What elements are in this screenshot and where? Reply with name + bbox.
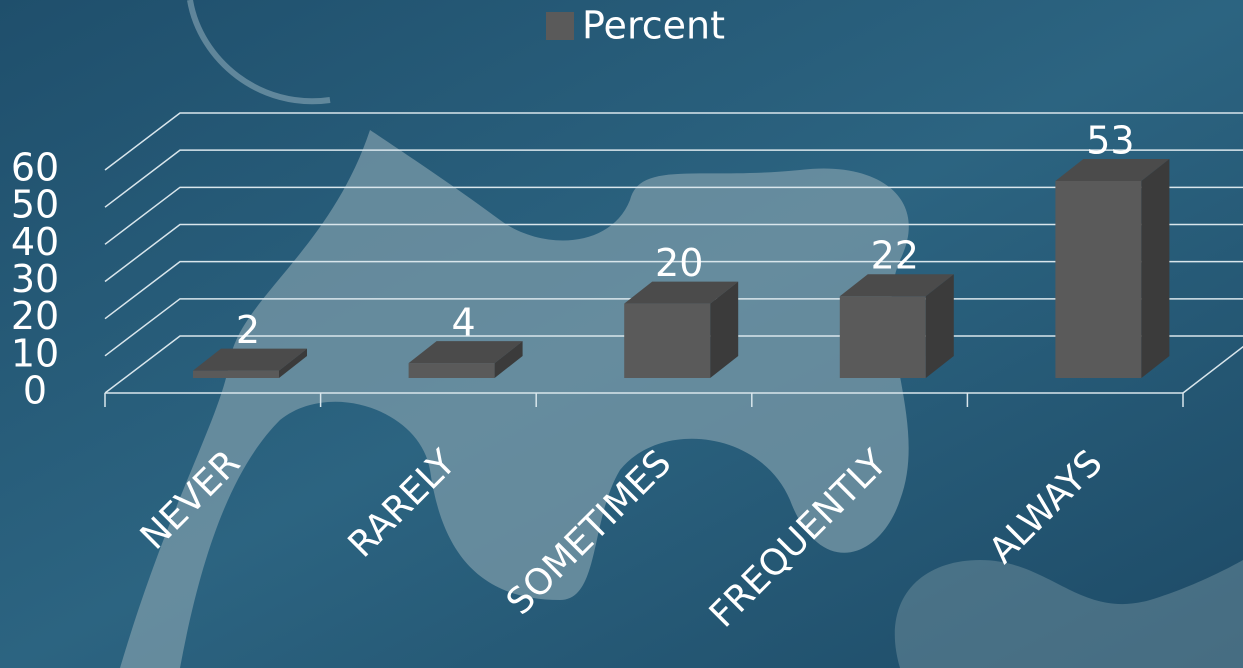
bar-top (839, 274, 954, 297)
data-label: 20 (655, 241, 703, 285)
floor-edge (1182, 345, 1243, 394)
bar-front (408, 363, 495, 378)
data-label: 53 (1086, 119, 1134, 163)
bar-front (624, 303, 711, 378)
bar-side (1141, 159, 1170, 378)
legend-swatch (546, 12, 574, 40)
bar-top (408, 341, 523, 364)
grid-line (104, 223, 1243, 283)
bar-top (193, 348, 307, 371)
y-tick-label: 20 (11, 294, 59, 338)
y-tick-label: 10 (11, 331, 59, 375)
grid-line (104, 149, 1243, 208)
puzzle-piece (894, 560, 1243, 668)
bar-top (624, 281, 739, 304)
data-label: 22 (871, 234, 919, 278)
data-label: 2 (236, 308, 260, 352)
puzzle-edge (187, 0, 331, 105)
bar-side (925, 274, 954, 378)
bar-front (193, 370, 279, 378)
y-tick-label: 30 (11, 257, 59, 301)
grid-line (104, 260, 1243, 320)
grid-line (104, 112, 1243, 171)
y-tick-label: 0 (23, 369, 47, 413)
puzzle-piece (120, 130, 909, 668)
bar-front (839, 296, 926, 378)
bar-side (494, 341, 523, 378)
bar-side (710, 281, 739, 378)
y-tick-label: 50 (11, 183, 59, 227)
bar-side (279, 348, 307, 378)
y-tick-label: 60 (11, 146, 59, 190)
bar-front (1055, 181, 1142, 378)
y-tick-label: 40 (11, 220, 59, 264)
bar-top (1055, 159, 1170, 182)
legend-label: Percent (582, 4, 725, 48)
data-label: 4 (452, 301, 476, 345)
grid-line (104, 186, 1243, 245)
